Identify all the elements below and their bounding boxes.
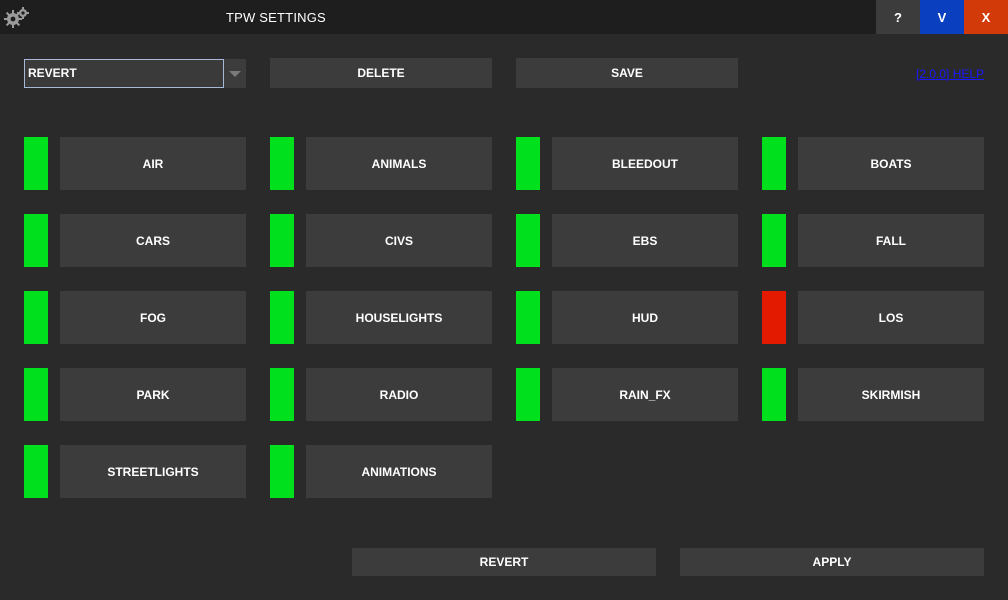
module-button[interactable]: SKIRMISH xyxy=(798,368,984,421)
revert-button[interactable]: REVERT xyxy=(352,548,656,576)
module-button[interactable]: ANIMALS xyxy=(306,137,492,190)
close-button[interactable]: X xyxy=(964,0,1008,34)
help-link[interactable]: [2.0.0] HELP xyxy=(916,67,985,81)
module-button[interactable]: HOUSELIGHTS xyxy=(306,291,492,344)
status-indicator[interactable] xyxy=(762,214,786,267)
apply-button[interactable]: APPLY xyxy=(680,548,984,576)
module-button[interactable]: CARS xyxy=(60,214,246,267)
status-indicator[interactable] xyxy=(270,214,294,267)
chevron-down-icon[interactable] xyxy=(224,59,246,88)
status-indicator[interactable] xyxy=(270,291,294,344)
v-button[interactable]: V xyxy=(920,0,964,34)
status-indicator[interactable] xyxy=(270,445,294,498)
status-indicator[interactable] xyxy=(762,291,786,344)
module-button[interactable]: AIR xyxy=(60,137,246,190)
module-button[interactable]: FOG xyxy=(60,291,246,344)
status-indicator[interactable] xyxy=(270,368,294,421)
module-button[interactable]: ANIMATIONS xyxy=(306,445,492,498)
module-button[interactable]: EBS xyxy=(552,214,738,267)
status-indicator[interactable] xyxy=(516,214,540,267)
status-indicator[interactable] xyxy=(762,368,786,421)
status-indicator[interactable] xyxy=(24,445,48,498)
preset-value[interactable]: REVERT xyxy=(24,59,224,88)
title-bar: TPW SETTINGS ? V X xyxy=(0,0,1008,34)
module-button[interactable]: RAIN_FX xyxy=(552,368,738,421)
window-title: TPW SETTINGS xyxy=(226,10,326,25)
status-indicator[interactable] xyxy=(24,137,48,190)
status-indicator[interactable] xyxy=(24,214,48,267)
module-button[interactable]: RADIO xyxy=(306,368,492,421)
module-button[interactable]: HUD xyxy=(552,291,738,344)
module-button[interactable]: PARK xyxy=(60,368,246,421)
status-indicator[interactable] xyxy=(762,137,786,190)
status-indicator[interactable] xyxy=(516,137,540,190)
module-button[interactable]: CIVS xyxy=(306,214,492,267)
preset-dropdown[interactable]: REVERT xyxy=(24,59,246,88)
module-button[interactable]: BOATS xyxy=(798,137,984,190)
status-indicator[interactable] xyxy=(516,291,540,344)
gears-icon xyxy=(4,7,29,28)
help-button[interactable]: ? xyxy=(876,0,920,34)
module-button[interactable]: STREETLIGHTS xyxy=(60,445,246,498)
status-indicator[interactable] xyxy=(24,368,48,421)
module-button[interactable]: LOS xyxy=(798,291,984,344)
save-button[interactable]: SAVE xyxy=(516,58,738,88)
module-button[interactable]: BLEEDOUT xyxy=(552,137,738,190)
status-indicator[interactable] xyxy=(270,137,294,190)
module-button[interactable]: FALL xyxy=(798,214,984,267)
delete-button[interactable]: DELETE xyxy=(270,58,492,88)
status-indicator[interactable] xyxy=(516,368,540,421)
status-indicator[interactable] xyxy=(24,291,48,344)
